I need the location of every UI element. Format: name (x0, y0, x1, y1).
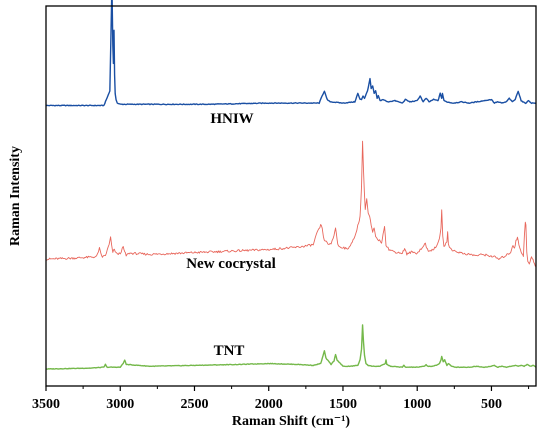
series-labels: HNIW New cocrystal TNT (186, 111, 276, 359)
series-line-hniw (45, 0, 537, 107)
y-axis-label: Raman Intensity (8, 146, 23, 246)
x-axis-label: Raman Shift (cm⁻¹) (232, 414, 350, 429)
series-label-hniw: HNIW (210, 111, 253, 127)
x-tick-label: 1000 (403, 397, 431, 412)
x-tick-label: 2500 (180, 397, 208, 412)
x-tick-label: 3000 (106, 397, 134, 412)
x-tick-label: 1500 (329, 397, 357, 412)
series-label-new-cocrystal: New cocrystal (186, 256, 276, 272)
x-tick-label: 3500 (32, 397, 60, 412)
x-tick-label: 500 (481, 397, 502, 412)
series-line-new-cocrystal (45, 140, 537, 267)
plot-frame (45, 5, 537, 387)
series-line-tnt (45, 324, 537, 370)
series-layer (45, 0, 537, 370)
x-tick-label: 2000 (255, 397, 283, 412)
series-label-tnt: TNT (214, 343, 245, 359)
x-axis-ticks: 3500 3000 2500 2000 1500 1000 500 (32, 386, 530, 412)
